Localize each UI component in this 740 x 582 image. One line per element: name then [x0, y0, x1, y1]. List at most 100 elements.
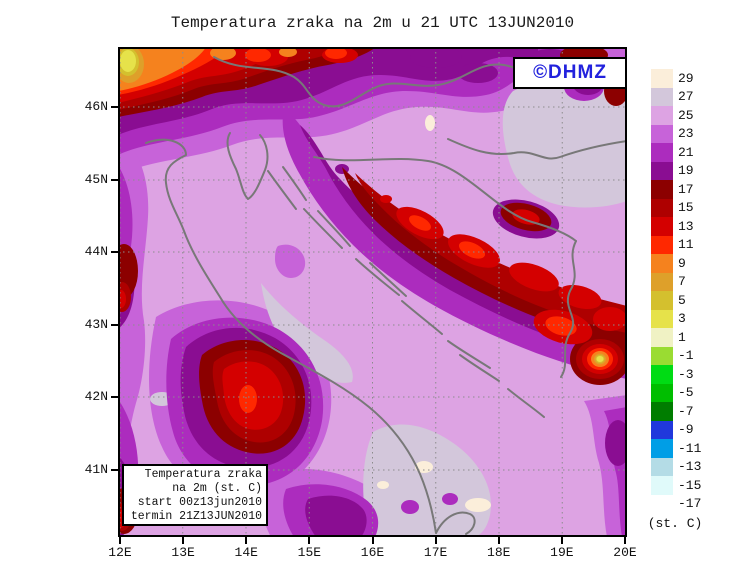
legend-label: 23	[678, 126, 694, 142]
legend-swatch	[651, 383, 673, 402]
legend-swatch	[651, 420, 673, 439]
legend-swatch	[651, 235, 673, 254]
legend-label: -15	[678, 477, 702, 493]
x-tick-mark	[245, 537, 248, 544]
legend-entry: 27	[651, 87, 701, 106]
map-area: ©DHMZ Temperatura zraka na 2m (st. C) st…	[118, 47, 627, 537]
legend-swatch	[651, 106, 673, 125]
legend-entry: 17	[651, 180, 701, 199]
legend-entry: -17	[651, 494, 702, 513]
legend-swatch	[651, 217, 673, 236]
legend-swatch	[651, 346, 673, 365]
legend-swatch	[651, 272, 673, 291]
y-tick-label: 45N	[84, 171, 108, 187]
x-tick-mark	[434, 537, 437, 544]
legend-entry: 29	[651, 69, 701, 88]
legend-entry: 13	[651, 217, 701, 236]
x-tick-label: 19E	[550, 545, 574, 560]
legend-swatch	[651, 124, 673, 143]
legend-entry: 1	[651, 328, 701, 347]
run-info-box: Temperatura zraka na 2m (st. C) start 00…	[122, 464, 268, 526]
legend-swatch	[651, 494, 673, 513]
coastlines-borders	[145, 56, 627, 535]
legend-entry: 11	[651, 235, 701, 254]
x-tick-mark	[560, 537, 563, 544]
legend-label: 21	[678, 144, 694, 160]
y-tick-mark	[111, 396, 118, 399]
legend-entry: 25	[651, 106, 701, 125]
legend-label: -17	[678, 496, 702, 512]
legend-label: 29	[678, 70, 694, 86]
legend-swatch	[651, 180, 673, 199]
info-line-termin: termin 21Z13JUN2010	[130, 510, 262, 523]
dhmz-watermark: ©DHMZ	[513, 57, 627, 89]
legend-label: 3	[678, 311, 686, 327]
legend-swatch	[651, 198, 673, 217]
legend-label: -5	[678, 385, 694, 401]
legend-label: -11	[678, 440, 702, 456]
legend-swatch	[651, 87, 673, 106]
x-tick-label: 15E	[297, 545, 322, 560]
info-line-start: start 00z13jun2010	[137, 496, 262, 509]
legend-entry: -15	[651, 476, 701, 495]
legend-entry: -7	[651, 402, 701, 421]
legend-swatch	[651, 328, 673, 347]
legend-entry: 5	[651, 291, 701, 310]
legend-label: 7	[678, 274, 686, 290]
legend-entry: -1	[651, 346, 701, 365]
legend-label: 5	[678, 292, 686, 308]
legend-swatch	[651, 291, 673, 310]
legend-label: 27	[678, 89, 694, 105]
dhmz-watermark-text: ©DHMZ	[533, 62, 607, 83]
legend-label: 13	[678, 218, 694, 234]
legend-swatch	[651, 402, 673, 421]
legend-label: 19	[678, 163, 694, 179]
x-tick-mark	[308, 537, 311, 544]
y-tick-mark	[111, 178, 118, 181]
legend-swatch	[651, 309, 673, 328]
legend-entry: -11	[651, 439, 701, 458]
info-line-level: na 2m (st. C)	[172, 482, 262, 495]
legend-label: -9	[678, 422, 694, 438]
legend-entry: -3	[651, 365, 701, 384]
map-title: Temperatura zraka na 2m u 21 UTC 13JUN20…	[170, 14, 575, 32]
x-tick-label: 20E	[613, 545, 637, 560]
legend-entry: 15	[651, 198, 701, 217]
legend-entry: -5	[651, 383, 701, 402]
info-line-variable: Temperatura zraka	[144, 468, 262, 481]
temperature-legend: 29 27 25 23 21 19 17 15 13 11 9 7 5 3 1 -1 -3 -5 -7 -9 -11 -1…	[651, 69, 701, 513]
x-tick-label: 17E	[423, 545, 448, 560]
legend-swatch	[651, 476, 673, 495]
y-tick-label: 46N	[84, 99, 108, 114]
x-tick-mark	[371, 537, 374, 544]
legend-entry: -9	[651, 420, 701, 439]
y-tick-label: 42N	[84, 389, 108, 405]
legend-label: -1	[678, 348, 694, 364]
y-tick-mark	[111, 323, 118, 326]
x-tick-label: 16E	[360, 545, 385, 560]
y-tick-label: 41N	[84, 462, 108, 477]
legend-entry: -13	[651, 457, 702, 476]
legend-swatch	[651, 69, 673, 88]
x-tick-mark	[119, 537, 121, 544]
legend-swatch	[651, 365, 673, 384]
legend-entry: 21	[651, 143, 701, 162]
legend-label: 1	[678, 329, 686, 345]
y-tick-mark	[111, 106, 118, 108]
x-tick-mark	[497, 537, 500, 544]
legend-label: -13	[678, 459, 702, 475]
legend-label: -7	[678, 403, 694, 419]
legend-swatch	[651, 161, 673, 180]
legend-entry: 3	[651, 309, 701, 328]
legend-label: -3	[678, 366, 694, 382]
legend-entry: 19	[651, 161, 701, 180]
x-tick-label: 12E	[108, 545, 132, 560]
legend-entry: 23	[651, 124, 701, 143]
legend-swatch	[651, 457, 673, 476]
y-tick-label: 43N	[84, 316, 108, 332]
legend-swatch	[651, 143, 673, 162]
x-tick-mark	[624, 537, 626, 544]
x-tick-label: 18E	[487, 545, 511, 560]
temperature-map-svg	[118, 47, 627, 537]
